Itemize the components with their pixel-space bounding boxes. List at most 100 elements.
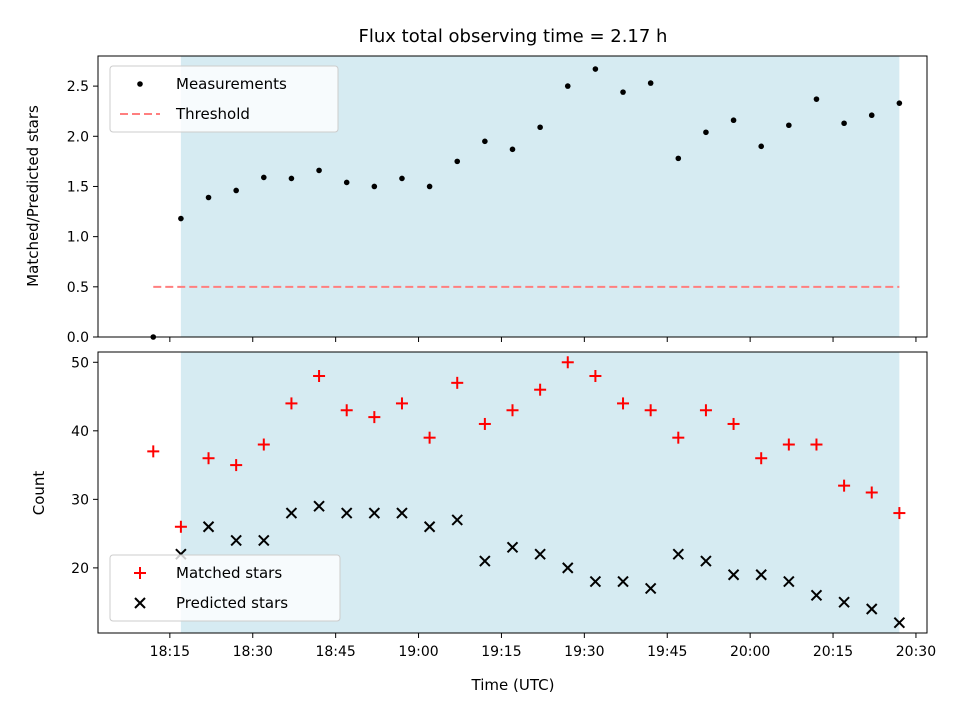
x-tick-label: 19:30 <box>564 644 604 660</box>
matched-star-point <box>368 411 381 424</box>
predicted-star-point <box>589 575 602 588</box>
measurement-point <box>537 124 543 131</box>
bottom-y-tick-label: 40 <box>71 424 89 440</box>
legend-predicted-marker <box>134 597 146 609</box>
top-y-tick-label: 1.0 <box>67 230 89 246</box>
bottom-legend-box <box>109 554 341 622</box>
matched-star-point <box>893 507 906 520</box>
predicted-star-point <box>700 555 712 567</box>
measurement-point <box>343 179 350 186</box>
measurement-point <box>205 194 212 201</box>
matched-star-point <box>313 369 326 382</box>
bottom-y-tick-label: 50 <box>71 355 89 371</box>
matched-star-point <box>755 452 768 465</box>
predicted-star-point <box>368 507 381 519</box>
matched-star-point <box>865 486 878 499</box>
measurement-point <box>730 117 737 124</box>
matched-star-point <box>782 438 795 451</box>
x-tick-label: 19:00 <box>398 644 438 660</box>
measurement-point <box>896 100 903 106</box>
predicted-star-point <box>285 507 298 519</box>
predicted-star-point <box>755 569 767 581</box>
legend-matched-marker <box>134 567 146 579</box>
chart-title: Flux total observing time = 2.17 h <box>359 26 668 47</box>
measurement-point <box>647 80 654 86</box>
top-y-tick-label: 2.5 <box>67 79 89 95</box>
x-tick-label: 18:45 <box>315 644 355 660</box>
matched-star-point <box>644 404 657 417</box>
measurement-point <box>592 66 599 72</box>
matched-star-point <box>727 417 740 430</box>
measurement-point <box>233 187 239 194</box>
matched-star-point <box>451 376 464 389</box>
measurement-point <box>675 155 682 162</box>
bottom-y-tick-label: 30 <box>71 492 89 508</box>
measurement-point <box>178 215 184 222</box>
matched-star-point <box>202 452 215 465</box>
measurement-point <box>758 143 764 150</box>
x-axis-label: Time (UTC) <box>471 676 555 694</box>
predicted-star-point <box>202 521 215 533</box>
measurement-point <box>813 96 820 102</box>
measurement-point <box>509 146 516 153</box>
measurement-point <box>454 158 461 165</box>
matched-star-point <box>285 397 298 410</box>
measurement-point <box>399 175 405 182</box>
measurement-point <box>703 129 709 136</box>
bottom-panel: 20 30 40 50 18:15 18:30 18:45 19:00 19:15 19:30 19… <box>71 351 936 660</box>
top-y-axis-label: Matched/Predicted stars <box>24 105 42 287</box>
measurement-point <box>786 122 792 129</box>
matched-star-point <box>395 397 408 410</box>
predicted-star-point <box>340 507 353 519</box>
top-y-tick-label: 0.5 <box>67 280 89 296</box>
legend-label: Measurements <box>176 75 287 93</box>
matched-star-point <box>230 459 243 472</box>
bottom-y-tick-label: 20 <box>71 561 89 577</box>
measurement-point <box>371 183 378 190</box>
predicted-star-point <box>893 617 906 629</box>
measurement-point <box>868 112 875 119</box>
x-tick-label: 19:15 <box>481 644 521 660</box>
predicted-star-point <box>783 575 795 588</box>
x-tick-label: 20:15 <box>813 644 853 660</box>
measurement-point <box>841 120 847 127</box>
top-y-tick-label: 2.0 <box>67 129 89 145</box>
predicted-star-point <box>423 521 436 533</box>
predicted-star-point <box>562 562 574 574</box>
matched-star-point <box>699 404 712 417</box>
bottom-axes-frame <box>97 351 928 634</box>
predicted-star-point <box>838 596 850 608</box>
legend-measurement-marker <box>137 81 143 87</box>
legend-label: Matched stars <box>176 564 282 582</box>
predicted-star-point <box>506 541 519 554</box>
matched-star-point <box>838 479 851 492</box>
bottom-y-axis-label: Count <box>30 471 48 516</box>
top-axes-frame <box>97 55 928 338</box>
legend-label: Predicted stars <box>176 594 288 612</box>
predicted-star-point <box>313 500 325 512</box>
matched-star-point <box>506 404 519 417</box>
x-tick-label: 18:30 <box>233 644 273 660</box>
measurement-point <box>482 138 488 145</box>
top-panel: 0.0 0.5 1.0 1.5 2.0 2.5 Measurements Threshold <box>67 55 928 346</box>
top-y-tick-label: 1.5 <box>67 179 89 195</box>
x-tick-label: 20:30 <box>896 644 936 660</box>
matched-star-point <box>340 404 353 417</box>
top-legend: Measurements Threshold <box>109 65 339 133</box>
matched-star-point <box>257 438 270 451</box>
x-tick-label: 20:00 <box>730 644 770 660</box>
matched-star-point <box>589 369 602 382</box>
measurement-point <box>261 174 267 181</box>
predicted-star-point <box>258 534 270 547</box>
predicted-star-point <box>479 555 491 567</box>
predicted-star-point <box>644 582 657 595</box>
predicted-star-point <box>451 514 463 526</box>
top-legend-box <box>109 65 339 133</box>
matched-star-point <box>478 417 491 430</box>
predicted-star-point <box>866 603 878 615</box>
top-y-tick-label: 0.0 <box>67 330 89 346</box>
predicted-star-point <box>230 534 242 547</box>
predicted-star-point <box>672 548 685 560</box>
measurement-point <box>426 183 433 190</box>
